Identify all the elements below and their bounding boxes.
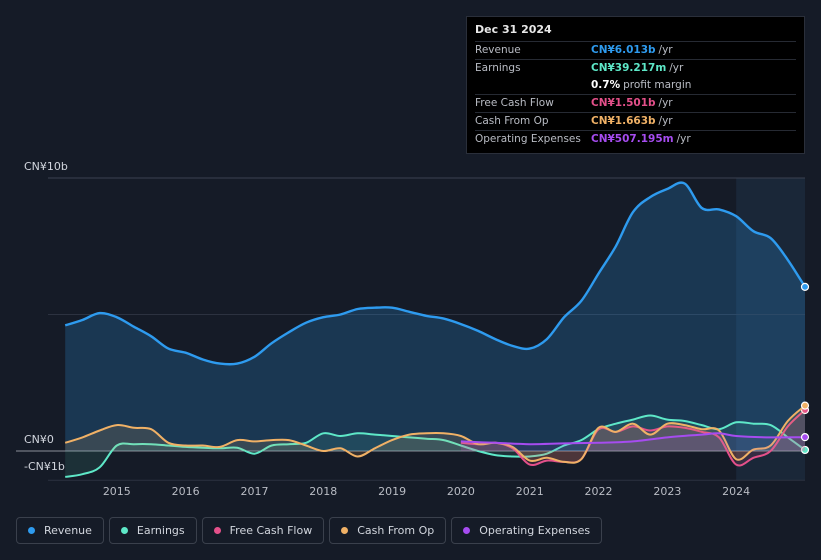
free-cash-flow-line <box>460 409 806 467</box>
earnings-dot-icon <box>120 527 128 534</box>
revenue-endpoint <box>800 282 810 291</box>
cash-from-op-line <box>64 404 806 464</box>
legend-item-cash-from-op[interactable]: Cash From Op <box>329 517 447 544</box>
legend-item-earnings[interactable]: Earnings <box>108 517 197 544</box>
legend-label: Operating Expenses <box>479 524 591 537</box>
cash-from-op-endpoint <box>800 401 810 410</box>
tooltip-row-profit-margin: 0.7% profit margin <box>475 77 796 94</box>
cash-from-op-dot-icon <box>341 527 349 534</box>
revenue-line <box>64 181 807 366</box>
x-tick-label: 2022 <box>585 485 613 498</box>
free-cash-flow-area <box>460 410 805 466</box>
legend-item-free-cash-flow[interactable]: Free Cash Flow <box>201 517 325 544</box>
legend-item-operating-expenses[interactable]: Operating Expenses <box>451 517 603 544</box>
tooltip-unit: /yr <box>669 62 684 74</box>
revenue-dot-icon <box>28 527 35 534</box>
tooltip-unit: /yr <box>676 133 691 145</box>
tooltip-unit: /yr <box>658 115 673 127</box>
tooltip-row-revenue: Revenue CN¥6.013b /yr <box>475 41 796 59</box>
tooltip-value: CN¥39.217m <box>591 62 667 74</box>
tooltip-unit: profit margin <box>623 79 692 91</box>
earnings-line <box>65 414 806 478</box>
tooltip-row-free-cash-flow: Free Cash Flow CN¥1.501b /yr <box>475 94 796 112</box>
highlight-region <box>736 178 805 481</box>
y-tick-label-neg1b: -CN¥1b <box>24 460 65 473</box>
y-tick-label-0: CN¥0 <box>24 433 54 446</box>
tooltip-value: CN¥507.195m <box>591 133 674 145</box>
tooltip-label: Free Cash Flow <box>475 97 554 109</box>
x-tick-label: 2019 <box>378 485 406 498</box>
x-tick-label: 2023 <box>653 485 681 498</box>
tooltip-label: Revenue <box>475 44 521 56</box>
operating-expenses-endpoint <box>800 433 810 442</box>
tooltip-value: 0.7% <box>591 79 621 91</box>
tooltip-label: Cash From Op <box>475 115 549 127</box>
legend-label: Revenue <box>44 524 92 537</box>
tooltip-value: CN¥6.013b <box>591 44 656 56</box>
x-tick-label: 2024 <box>722 485 750 498</box>
legend: Revenue Earnings Free Cash Flow Cash Fro… <box>16 517 603 544</box>
tooltip-label <box>475 77 591 94</box>
tooltip-row-operating-expenses: Operating Expenses CN¥507.195m /yr <box>475 130 796 148</box>
tooltip-value: CN¥1.501b <box>591 97 656 109</box>
tooltip-date: Dec 31 2024 <box>475 23 552 36</box>
legend-item-revenue[interactable]: Revenue <box>16 517 104 544</box>
y-tick-label-10b: CN¥10b <box>24 160 68 173</box>
operating-expenses-line <box>460 432 806 446</box>
cash-from-op-area <box>65 405 805 463</box>
x-tick-label: 2018 <box>309 485 337 498</box>
tooltip-unit: /yr <box>658 44 673 56</box>
legend-label: Cash From Op <box>357 524 435 537</box>
tooltip-label: Operating Expenses <box>475 133 581 145</box>
tooltip-panel: Dec 31 2024 Revenue CN¥6.013b /yr Earnin… <box>466 16 805 154</box>
tooltip-row-earnings: Earnings CN¥39.217m /yr <box>475 59 796 77</box>
free-cash-flow-dot-icon <box>213 527 221 534</box>
tooltip-row-cash-from-op: Cash From Op CN¥1.663b /yr <box>475 112 796 130</box>
revenue-area <box>65 182 805 451</box>
x-tick-label: 2017 <box>240 485 268 498</box>
legend-label: Free Cash Flow <box>229 524 313 537</box>
x-tick-label: 2020 <box>447 485 475 498</box>
operating-expenses-dot-icon <box>463 527 471 534</box>
tooltip-unit: /yr <box>658 97 673 109</box>
tooltip-label: Earnings <box>475 62 521 74</box>
x-tick-label: 2015 <box>103 485 131 498</box>
earnings-endpoint <box>800 445 810 455</box>
x-tick-label: 2016 <box>172 485 200 498</box>
tooltip-value: CN¥1.663b <box>591 115 656 127</box>
x-tick-label: 2021 <box>516 485 544 498</box>
legend-label: Earnings <box>136 524 185 537</box>
